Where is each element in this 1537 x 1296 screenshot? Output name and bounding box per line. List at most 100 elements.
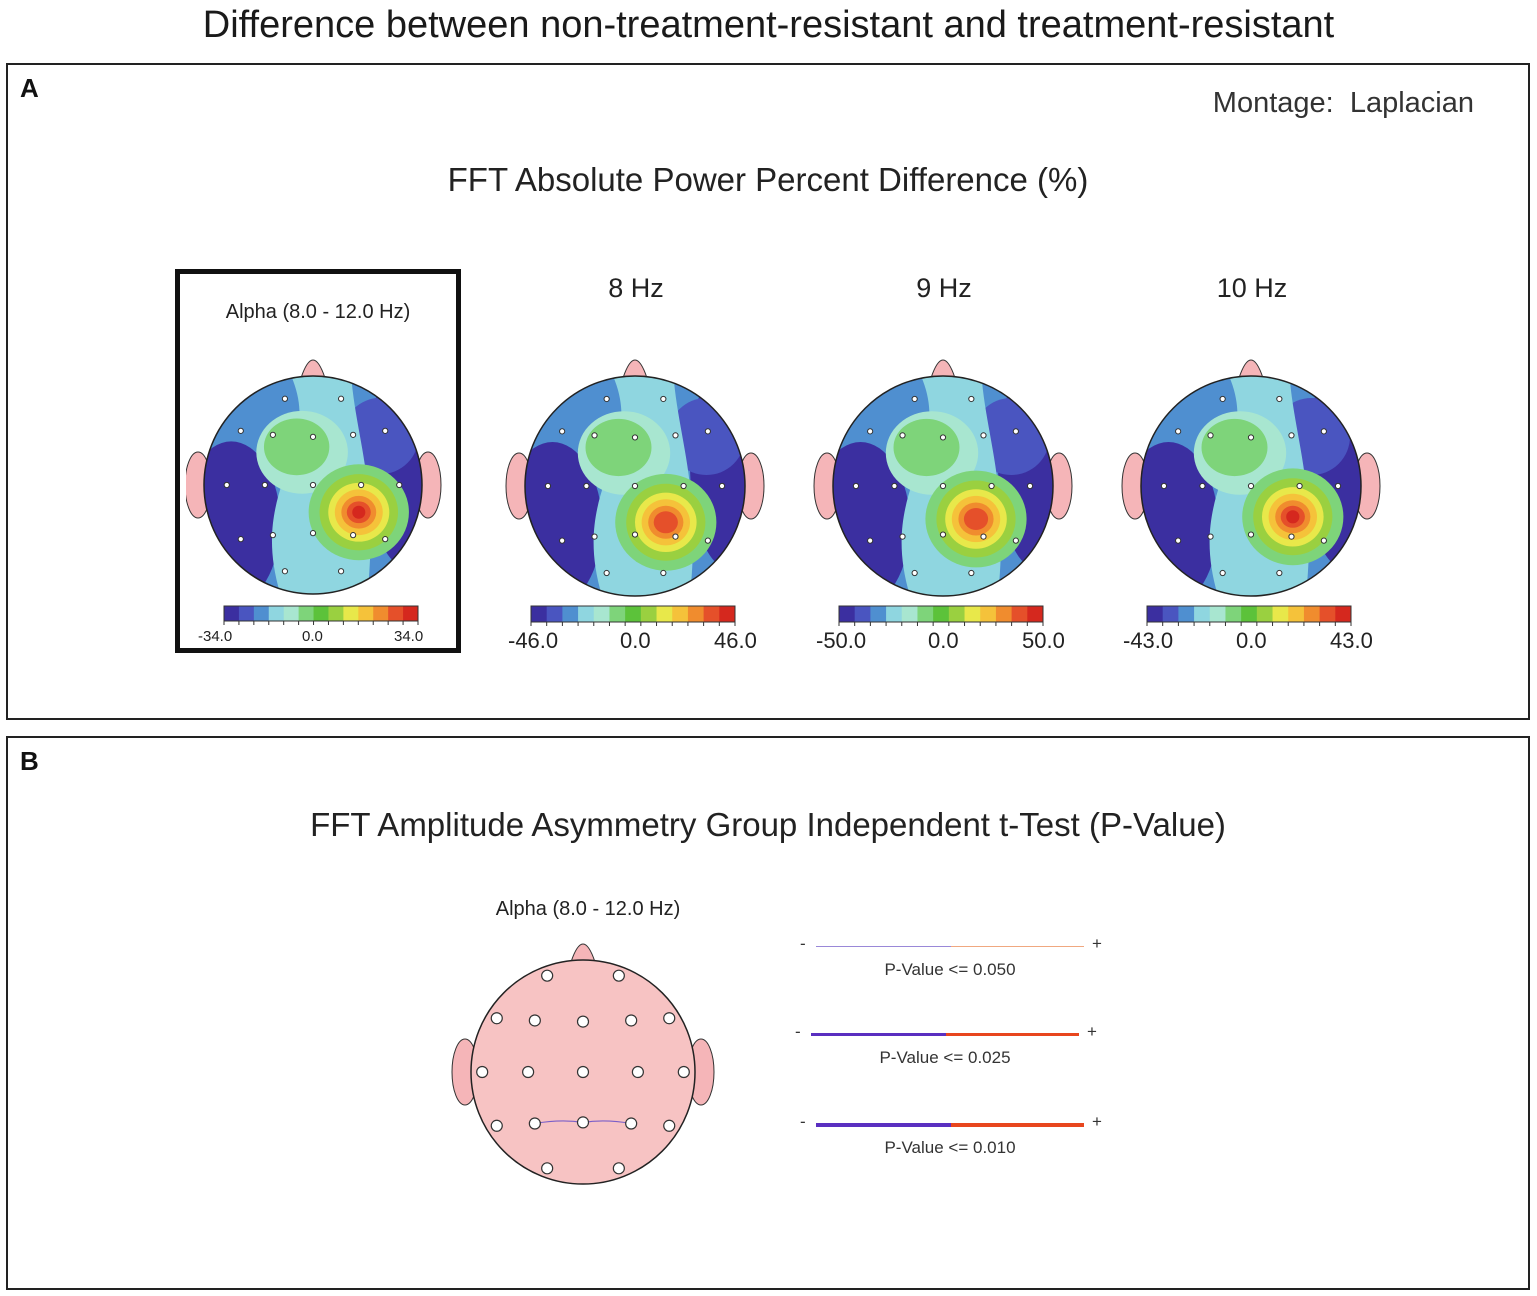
panel-b-title: FFT Amplitude Asymmetry Group Independen… bbox=[310, 806, 1226, 843]
scale-min-alpha: -34.0 bbox=[198, 628, 233, 645]
electrode-marker bbox=[223, 481, 230, 489]
electrode-marker bbox=[1276, 569, 1283, 577]
asymmetry-headmap[interactable] bbox=[448, 926, 718, 1198]
figure-title: Difference between non-treatment-resista… bbox=[202, 4, 1335, 46]
colorbar-segment bbox=[546, 606, 563, 622]
electrode-marker bbox=[939, 531, 947, 538]
legend-label: P-Value <= 0.025 bbox=[879, 1048, 1011, 1067]
colorbar-segment bbox=[268, 606, 285, 621]
electrode-marker bbox=[382, 427, 389, 434]
legend-minus: - bbox=[800, 1112, 806, 1131]
colorbar-segment bbox=[593, 606, 610, 622]
legend-line-negative bbox=[811, 1033, 946, 1036]
electrode-marker bbox=[663, 1119, 676, 1132]
electrode-marker bbox=[237, 536, 244, 543]
electrode-marker bbox=[1247, 482, 1255, 490]
montage-value: Laplacian bbox=[1349, 87, 1474, 119]
electrode-marker bbox=[528, 1117, 541, 1130]
colorbar-segment bbox=[373, 606, 389, 621]
electrode-marker bbox=[281, 568, 289, 575]
topomap-9hz[interactable] bbox=[811, 318, 1077, 648]
electrode-marker bbox=[237, 427, 244, 434]
colorbar-segment bbox=[298, 606, 315, 621]
colorbar-segment bbox=[1209, 606, 1226, 622]
topomap-8hz[interactable] bbox=[503, 318, 769, 648]
electrode-marker bbox=[603, 395, 610, 403]
topomap-field bbox=[204, 376, 422, 594]
electrode-marker bbox=[1175, 428, 1182, 435]
electrode-marker bbox=[576, 1015, 590, 1028]
panel-b: B FFT Amplitude Asymmetry Group Independ… bbox=[6, 736, 1530, 1290]
colorbar-segment bbox=[1194, 606, 1211, 622]
colorbar-segment bbox=[1162, 606, 1179, 622]
colorbar-segment bbox=[901, 606, 918, 622]
electrode-marker bbox=[337, 568, 345, 575]
colorbar-segment bbox=[1178, 606, 1195, 622]
colorbar-frame bbox=[838, 605, 1044, 623]
electrode-marker bbox=[1012, 537, 1019, 544]
electrode-marker bbox=[476, 1065, 489, 1079]
electrode-marker bbox=[591, 533, 598, 540]
colorbar-segment bbox=[1011, 606, 1028, 622]
electrode-marker bbox=[867, 537, 874, 544]
colorbar-segment bbox=[656, 606, 673, 622]
electrode-marker bbox=[350, 431, 357, 438]
electrode-marker bbox=[358, 481, 365, 489]
electrode-marker bbox=[1247, 434, 1255, 441]
electrode-marker bbox=[891, 482, 898, 490]
head-outline bbox=[470, 959, 696, 1185]
electrode-marker bbox=[261, 481, 268, 489]
electrode-marker bbox=[281, 395, 289, 402]
electrode-marker bbox=[899, 432, 906, 439]
electrode-marker bbox=[1288, 432, 1295, 439]
topomap-alpha[interactable] bbox=[186, 330, 450, 630]
topomap-10hz[interactable] bbox=[1119, 318, 1385, 648]
colorbar-segment bbox=[854, 606, 871, 622]
legend-plus: + bbox=[1087, 1022, 1097, 1041]
electrode-marker bbox=[663, 1012, 676, 1025]
colorbar-segment bbox=[870, 606, 887, 622]
electrode-marker bbox=[576, 1116, 590, 1129]
electrode-marker bbox=[911, 569, 918, 577]
montage-key: Montage: bbox=[1212, 87, 1334, 119]
colorbar-segment bbox=[1027, 606, 1044, 622]
colorbar-segment bbox=[1225, 606, 1242, 622]
colorbar-segment bbox=[238, 606, 255, 621]
colorbar-segment bbox=[1319, 606, 1336, 622]
colorbar-segment bbox=[933, 606, 950, 622]
head-outline bbox=[524, 375, 746, 597]
legend-line-positive bbox=[946, 1033, 1079, 1036]
electrode-marker bbox=[396, 481, 403, 489]
electrode-marker bbox=[1276, 395, 1283, 403]
map-label-8hz: 8 Hz bbox=[608, 273, 664, 303]
electrode-marker bbox=[269, 431, 276, 438]
colorbar-segment bbox=[917, 606, 934, 622]
electrode-marker bbox=[672, 533, 679, 540]
electrode-marker bbox=[576, 1065, 590, 1079]
electrode-marker bbox=[591, 432, 598, 439]
electrode-marker bbox=[968, 569, 975, 577]
legend-label: P-Value <= 0.050 bbox=[884, 960, 1016, 979]
electrode-marker bbox=[988, 482, 995, 490]
electrode-marker bbox=[980, 432, 987, 439]
scale-mid-8hz: 0.0 bbox=[620, 628, 651, 653]
electrode-marker bbox=[1334, 482, 1342, 490]
scale-min-9hz: -50.0 bbox=[816, 628, 867, 653]
electrode-marker bbox=[1026, 482, 1034, 490]
electrode-marker bbox=[980, 533, 987, 540]
legend-line-negative bbox=[816, 946, 951, 947]
electrode-marker bbox=[704, 428, 711, 435]
electrode-marker bbox=[309, 433, 317, 440]
electrode-marker bbox=[660, 395, 667, 403]
legend-label: P-Value <= 0.010 bbox=[884, 1138, 1016, 1157]
electrode-marker bbox=[631, 434, 639, 441]
electrode-marker bbox=[559, 428, 566, 435]
electrode-marker bbox=[1160, 482, 1168, 490]
scale-max-10hz: 43.0 bbox=[1330, 628, 1373, 653]
colorbar-segment bbox=[358, 606, 374, 621]
electrode-marker bbox=[899, 533, 906, 540]
electrode-marker bbox=[680, 482, 687, 490]
colorbar-segment bbox=[328, 606, 344, 621]
colorbar-segment bbox=[1303, 606, 1321, 622]
electrode-marker bbox=[490, 1012, 503, 1025]
